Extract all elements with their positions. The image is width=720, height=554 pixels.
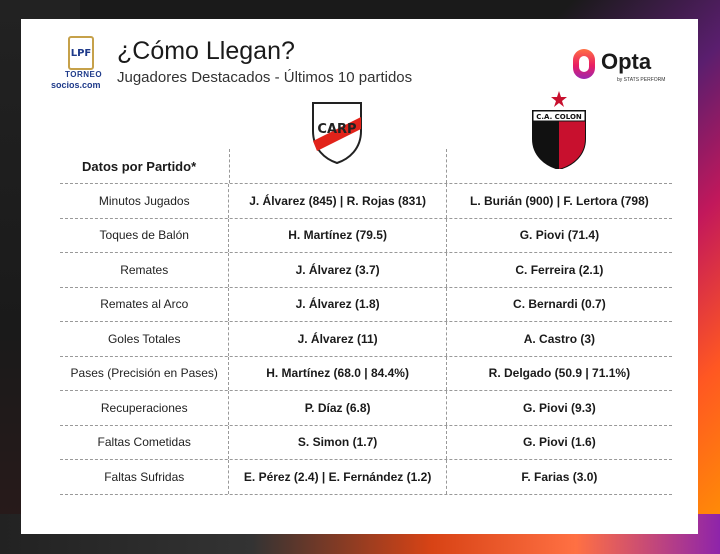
river-value: J. Álvarez (11) — [228, 322, 445, 356]
opta-mark-icon — [573, 49, 595, 79]
colon-value: G. Piovi (1.6) — [445, 425, 672, 459]
page-title: ¿Cómo Llegan? — [117, 37, 295, 65]
stats-table: Datos por Partido* Minutos Jugados J. Ál… — [60, 149, 672, 495]
row-label: Minutos Jugados — [98, 193, 190, 208]
row-label: Toques de Balón — [99, 228, 189, 243]
label-column-header: Datos por Partido* — [82, 159, 197, 174]
league-logo: LPF TORNEO socios.com — [51, 36, 107, 92]
colon-value: C. Bernardi (0.7) — [445, 287, 672, 321]
header-divider — [229, 149, 230, 183]
river-value: H. Martínez (68.0 | 84.4%) — [228, 356, 445, 390]
table-row: Toques de Balón H. Martínez (79.5) G. Pi… — [60, 217, 672, 252]
stats-card: LPF TORNEO socios.com ¿Cómo Llegan? Juga… — [21, 19, 698, 534]
row-label: Faltas Sufridas — [104, 469, 185, 484]
table-row: Recuperaciones P. Díaz (6.8) G. Piovi (9… — [60, 390, 672, 425]
crest-a-text: CARP — [317, 122, 356, 137]
row-label: Remates al Arco — [100, 297, 189, 312]
row-label: Faltas Cometidas — [97, 435, 191, 450]
table-row: Faltas Sufridas E. Pérez (2.4) | E. Fern… — [60, 459, 672, 494]
colon-value: R. Delgado (50.9 | 71.1%) — [445, 356, 672, 390]
page-subtitle: Jugadores Destacados - Últimos 10 partid… — [117, 69, 413, 86]
river-value: J. Álvarez (845) | R. Rojas (831) — [228, 184, 445, 218]
table-row: Remates J. Álvarez (3.7) C. Ferreira (2.… — [60, 252, 672, 287]
row-label: Goles Totales — [107, 331, 181, 346]
lpf-torneo-text: TORNEO — [65, 70, 103, 79]
river-value: E. Pérez (2.4) | E. Fernández (1.2) — [228, 460, 445, 494]
row-label: Recuperaciones — [100, 400, 188, 415]
colon-value: C. Ferreira (2.1) — [445, 253, 672, 287]
crest-b-text: C.A. COLON — [536, 113, 582, 121]
river-value: J. Álvarez (1.8) — [228, 287, 445, 321]
colon-value: A. Castro (3) — [445, 322, 672, 356]
colon-value: G. Piovi (71.4) — [445, 218, 672, 252]
river-value: H. Martínez (79.5) — [228, 218, 445, 252]
river-plate-crest-icon: CARP — [312, 102, 362, 165]
river-value: S. Simon (1.7) — [228, 425, 445, 459]
colon-value: F. Farias (3.0) — [445, 460, 672, 494]
table-row: Remates al Arco J. Álvarez (1.8) C. Bern… — [60, 286, 672, 321]
opta-logo-text: Opta — [601, 49, 652, 74]
colon-value: L. Burián (900) | F. Lertora (798) — [445, 184, 672, 218]
opta-logo: Opta by STATS PERFORM — [573, 49, 673, 85]
lpf-socios-text: socios.com — [51, 80, 101, 90]
header-divider — [446, 149, 447, 183]
colon-crest-icon: C.A. COLON — [532, 91, 586, 169]
table-row: Minutos Jugados J. Álvarez (845) | R. Ro… — [60, 183, 672, 218]
table-row: Goles Totales J. Álvarez (11) A. Castro … — [60, 321, 672, 356]
table-header-row: Datos por Partido* — [60, 149, 672, 183]
lpf-logo-box: LPF — [68, 36, 94, 70]
row-label: Remates — [120, 262, 169, 277]
table-row: Faltas Cometidas S. Simon (1.7) G. Piovi… — [60, 424, 672, 459]
opta-logo-sub: by STATS PERFORM — [617, 77, 666, 83]
river-value: J. Álvarez (3.7) — [228, 253, 445, 287]
river-value: P. Díaz (6.8) — [228, 391, 445, 425]
table-bottom-line — [60, 493, 672, 495]
row-label: Pases (Precisión en Pases) — [70, 366, 218, 381]
table-row: Pases (Precisión en Pases) H. Martínez (… — [60, 355, 672, 390]
colon-value: G. Piovi (9.3) — [445, 391, 672, 425]
